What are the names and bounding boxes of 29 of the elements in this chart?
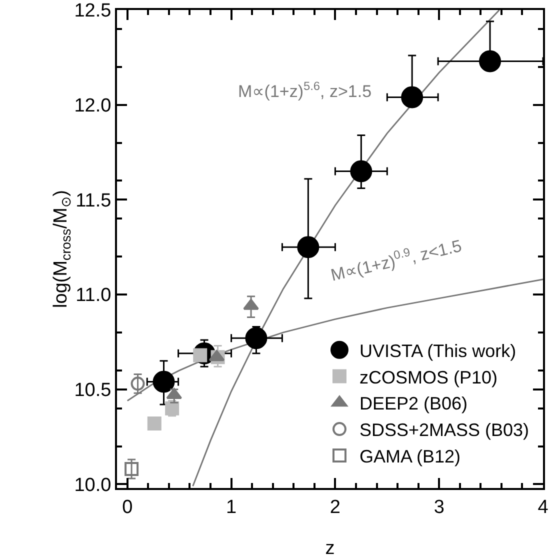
point <box>124 462 139 476</box>
point <box>479 50 502 72</box>
point <box>245 327 268 350</box>
x-tick-label: 0 <box>122 496 133 518</box>
point <box>152 370 175 393</box>
point <box>297 236 320 258</box>
annotation: M∝(1+z)$^{5.6}$, z>1.5 <box>238 79 372 102</box>
legend-label: GAMA (B12) <box>359 446 461 466</box>
legend-label: SDSS+2MASS (B03) <box>359 420 530 440</box>
y-tick-label: 12.0 <box>74 95 112 116</box>
y-tick-label: 10.5 <box>74 380 112 402</box>
y-tick-label: 12.5 <box>74 0 112 22</box>
point <box>350 160 372 182</box>
point <box>147 416 162 431</box>
x-tick-label: 4 <box>538 496 549 518</box>
legend-label: UVISTA (This work) <box>359 340 516 361</box>
y-tick-label: 11.0 <box>76 285 112 306</box>
point <box>401 86 424 108</box>
point <box>165 401 180 416</box>
x-tick-label: 1 <box>226 496 237 518</box>
point <box>130 376 145 391</box>
annotation: M∝(1+z)$^{0.9}$, z<1.5 <box>328 233 464 285</box>
legend-label: DEEP2 (B06) <box>359 394 468 414</box>
legend-label: zCOSMOS (P10) <box>359 367 498 388</box>
x-tick-label: 2 <box>330 496 340 518</box>
y-tick-label: 11.5 <box>76 190 112 212</box>
y-tick-label: 10.0 <box>74 474 112 496</box>
x-tick-label: 3 <box>434 496 444 518</box>
x-axis-title: z <box>325 538 335 559</box>
